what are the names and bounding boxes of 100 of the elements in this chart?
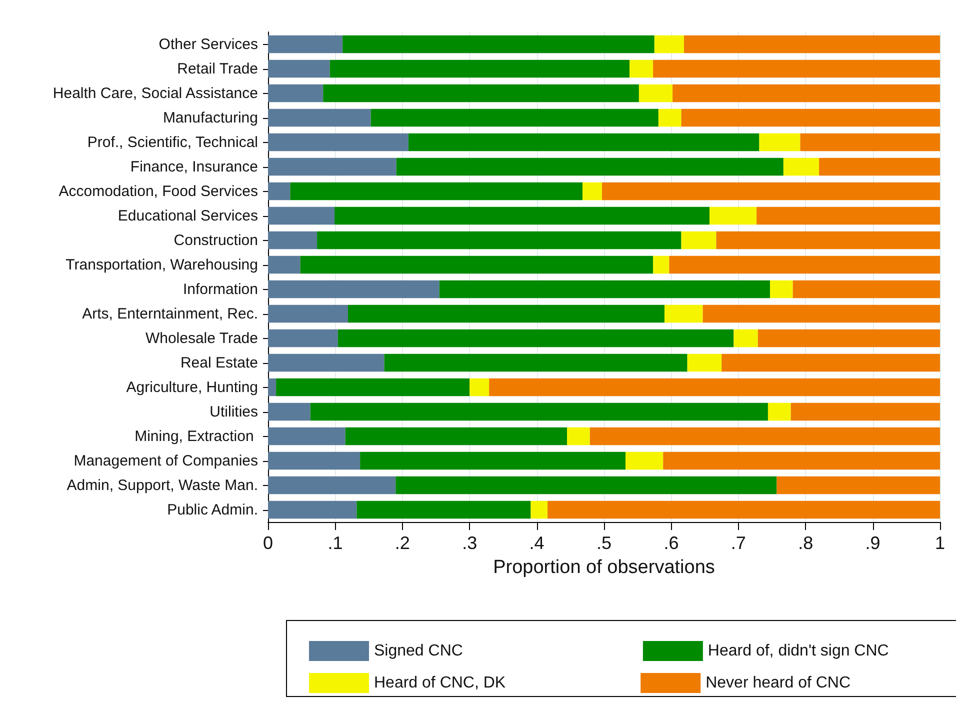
- bar: [268, 108, 371, 127]
- bar: [626, 452, 664, 470]
- bar: [348, 304, 664, 323]
- bar: [669, 256, 940, 274]
- x-tick-label: .7: [730, 533, 746, 553]
- bar: [819, 158, 940, 176]
- bar: [408, 133, 760, 152]
- bar: [800, 133, 940, 152]
- bar: [268, 60, 330, 78]
- bar: [323, 84, 639, 102]
- y-tick-label: Real Estate: [180, 354, 258, 372]
- y-tick-label: Mining, Extraction: [134, 428, 258, 445]
- legend-label: Heard of, didn't sign CNC: [708, 642, 889, 660]
- bar: [268, 206, 335, 225]
- bar: [548, 500, 940, 519]
- bar: [489, 378, 940, 396]
- bar: [384, 354, 688, 372]
- bar: [768, 402, 791, 421]
- y-tick-label: Accomodation, Food Services: [58, 182, 258, 200]
- bar: [758, 329, 940, 348]
- x-tick-label: .1: [328, 533, 343, 553]
- bar: [710, 206, 757, 225]
- bar: [268, 158, 396, 176]
- bar: [268, 280, 440, 298]
- y-tick-label: Construction: [174, 232, 258, 249]
- bar: [530, 500, 548, 519]
- x-tick-label: .3: [462, 533, 478, 553]
- bar: [356, 500, 531, 519]
- bar: [268, 402, 310, 421]
- bar: [470, 378, 490, 396]
- x-tick-label: 0: [262, 533, 274, 553]
- bar: [664, 304, 703, 323]
- x-tick-label: .9: [865, 533, 880, 553]
- bar: [567, 427, 590, 446]
- x-tick-label: .6: [664, 533, 679, 553]
- bar: [300, 256, 654, 274]
- bar: [342, 35, 654, 54]
- bar: [268, 476, 396, 494]
- bar: [770, 280, 793, 298]
- y-tick-label: Other Services: [158, 36, 258, 53]
- bar: [653, 60, 940, 78]
- bar: [638, 84, 673, 102]
- bar: [268, 182, 290, 200]
- bar: [360, 452, 626, 470]
- x-tick-label: .2: [394, 533, 410, 553]
- bar: [396, 476, 777, 494]
- y-tick-label: Transportation, Warehousing: [66, 256, 258, 274]
- y-tick-label: Information: [182, 280, 258, 298]
- bar: [396, 158, 784, 176]
- bar: [268, 304, 348, 323]
- bar: [268, 35, 343, 54]
- bar: [317, 231, 682, 250]
- bar: [792, 280, 940, 298]
- bar: [268, 427, 346, 446]
- bar: [756, 206, 940, 225]
- y-tick-label: Arts, Enterntainment, Rec.: [82, 305, 258, 322]
- y-tick-label: Retail Trade: [177, 60, 258, 78]
- y-tick-label: Utilities: [210, 403, 258, 420]
- bar: [268, 452, 360, 470]
- y-tick-label: Finance, Insurance: [130, 158, 258, 176]
- bar: [684, 35, 940, 54]
- bar: [310, 402, 768, 421]
- x-tick-label: .8: [798, 533, 814, 553]
- y-tick-label: Management of Companies: [74, 452, 258, 470]
- bar: [790, 402, 940, 421]
- bar: [268, 378, 276, 396]
- bar: [330, 60, 630, 78]
- bar: [582, 182, 602, 200]
- bar: [734, 329, 758, 348]
- y-tick-label: Manufacturing: [162, 109, 258, 126]
- bar: [672, 84, 940, 102]
- bar: [268, 133, 408, 152]
- bar: [722, 354, 940, 372]
- bar: [268, 354, 384, 372]
- bar: [590, 427, 940, 446]
- bar: [439, 280, 770, 298]
- bar: [716, 231, 940, 250]
- bar: [702, 304, 940, 323]
- y-tick-label: Prof., Scientific, Technical: [87, 134, 258, 151]
- y-tick-label: Admin, Support, Waste Man.: [66, 476, 258, 494]
- x-tick-label: 1: [934, 533, 946, 553]
- y-tick-label: Public Admin.: [167, 501, 258, 518]
- bar: [268, 256, 300, 274]
- bar: [338, 329, 734, 348]
- bar: [658, 108, 682, 127]
- x-tick-label: .5: [596, 533, 612, 553]
- y-tick-label: Agriculture, Hunting: [126, 378, 258, 396]
- bar: [681, 231, 716, 250]
- bar: [776, 476, 940, 494]
- bar: [370, 108, 658, 127]
- bar: [268, 231, 318, 250]
- y-tick-label: Wholesale Trade: [145, 330, 258, 347]
- y-tick-label: Educational Services: [118, 207, 258, 224]
- bar: [630, 60, 654, 78]
- bar: [687, 354, 722, 372]
- x-axis-title: Proportion of observations: [493, 557, 715, 578]
- legend-label: Heard of CNC, DK: [374, 674, 506, 692]
- bar: [681, 108, 940, 127]
- legend-label: Signed CNC: [374, 642, 463, 660]
- bar: [268, 84, 324, 102]
